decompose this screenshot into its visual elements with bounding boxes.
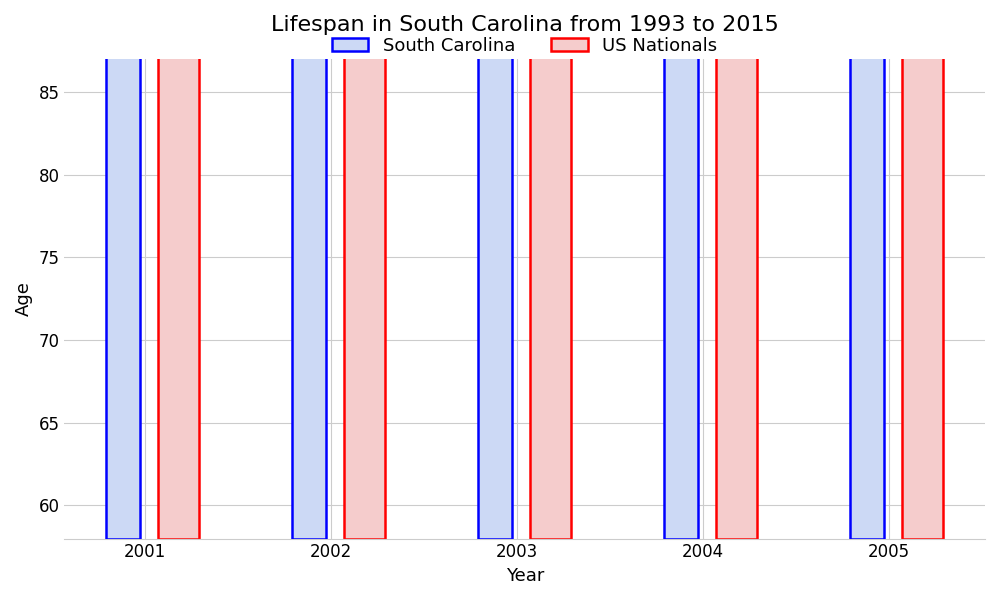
- Bar: [106, 0, 140, 539]
- Bar: [478, 0, 512, 539]
- Title: Lifespan in South Carolina from 1993 to 2015: Lifespan in South Carolina from 1993 to …: [271, 15, 779, 35]
- Bar: [902, 0, 943, 539]
- Bar: [292, 0, 326, 539]
- Bar: [344, 0, 385, 539]
- Bar: [850, 0, 884, 539]
- Legend: South Carolina, US Nationals: South Carolina, US Nationals: [325, 29, 724, 62]
- Bar: [716, 0, 757, 539]
- X-axis label: Year: Year: [506, 567, 544, 585]
- Bar: [530, 0, 571, 539]
- Y-axis label: Age: Age: [15, 281, 33, 316]
- Bar: [664, 0, 698, 539]
- Bar: [158, 0, 199, 539]
